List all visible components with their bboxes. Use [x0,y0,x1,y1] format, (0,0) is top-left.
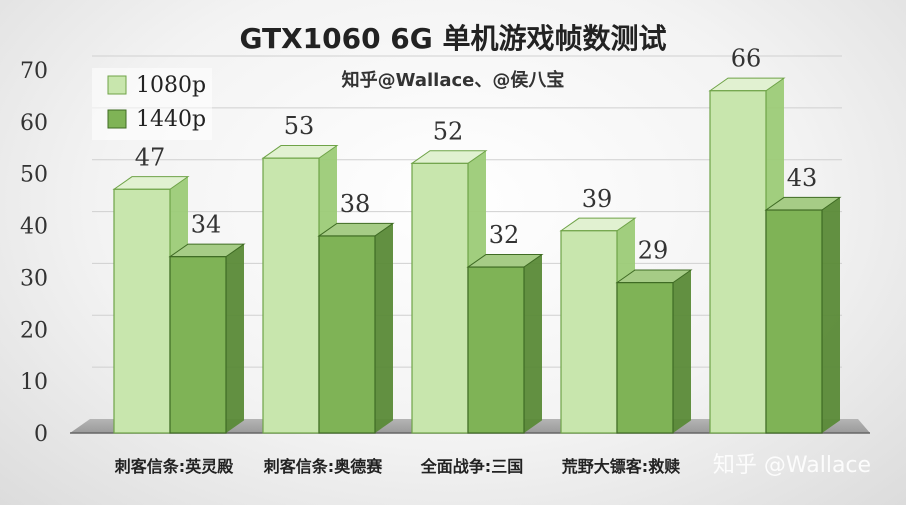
value-label: 32 [489,221,520,249]
bar-side-face [375,223,393,433]
x-category-label: 刺客信条:英灵殿 [114,457,234,476]
bar-1440p [466,253,544,434]
y-tick-label: 20 [20,318,48,343]
y-tick-label: 60 [20,111,48,136]
legend: 1080p 1440p [92,68,212,140]
value-label: 43 [787,164,818,192]
bar-front [169,256,227,434]
bar-front [113,188,171,434]
bar-front [616,282,674,434]
bar-front [560,230,618,434]
bar-side-face [524,254,542,433]
bar-side-face [226,244,244,433]
y-tick-label: 50 [20,163,48,188]
legend-swatch [107,75,127,95]
y-tick-label: 40 [20,215,48,240]
y-tick-label: 30 [20,266,48,291]
bar-1440p [764,196,842,434]
bar-front [709,90,767,434]
chart-title: GTX1060 6G 单机游戏帧数测试 [239,22,666,55]
value-label: 29 [638,237,669,265]
bars [112,77,842,434]
value-label: 53 [284,112,315,140]
legend-swatch [107,109,127,129]
bar-1440p [317,222,395,434]
value-label: 34 [191,211,222,239]
bar-front [411,162,469,434]
watermark: 知乎 @Wallace [713,453,871,478]
bar-front [318,235,376,434]
legend-label: 1440p [136,107,206,132]
bar-side-face [673,270,691,433]
value-label: 38 [340,190,371,218]
x-category-label: 全面战争:三国 [420,457,523,476]
value-label: 52 [433,117,464,145]
legend-label: 1080p [136,73,206,98]
chart-subtitle: 知乎@Wallace、@侯八宝 [342,69,565,91]
value-label: 39 [582,185,613,213]
value-label: 47 [135,143,166,171]
x-axis: 刺客信条:英灵殿 刺客信条:奥德赛 全面战争:三国 荒野大镖客:救赎 [114,457,680,476]
bar-side-face [822,197,840,433]
bar-1440p [615,269,693,434]
y-axis: 0 10 20 30 40 50 60 70 [20,59,48,447]
y-tick-label: 10 [20,370,48,395]
bar-front [765,209,823,434]
value-label: 66 [731,45,762,73]
y-tick-label: 70 [20,59,48,84]
x-category-label: 荒野大镖客:救赎 [561,457,680,476]
value-labels: 47 34 53 38 52 32 39 29 66 43 [135,45,818,265]
bar-front [262,157,320,434]
x-category-label: 刺客信条:奥德赛 [263,457,383,476]
bar-front [467,266,525,434]
bar-1440p [168,243,246,434]
y-tick-label: 0 [34,422,48,447]
